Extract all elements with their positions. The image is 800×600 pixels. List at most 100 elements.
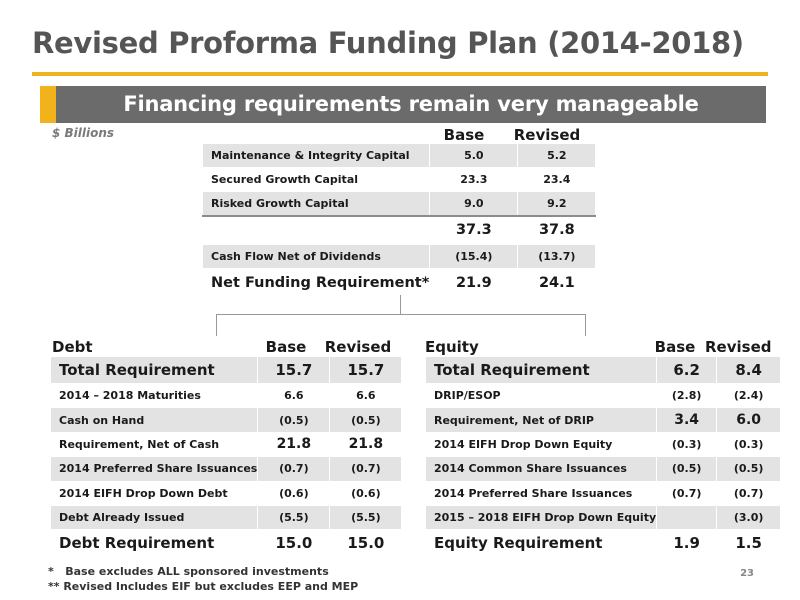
table-row: 2015 – 2018 EIFH Drop Down Equity (3.0) <box>424 504 782 531</box>
connector-bar <box>216 314 586 315</box>
base-value: (0.5) <box>257 407 331 433</box>
table-row: DRIP/ESOP (2.8) (2.4) <box>424 382 782 409</box>
table-row: 2014 EIFH Drop Down Equity (0.3) (0.3) <box>424 431 782 458</box>
table-row: Total Requirement 6.2 8.4 <box>424 356 782 384</box>
table-row: 2014 EIFH Drop Down Debt (0.6) (0.6) <box>49 480 403 506</box>
equity-section-title: Equity <box>425 338 479 356</box>
base-value: 5.0 <box>429 143 519 168</box>
total-row: Equity Requirement 1.9 1.5 <box>424 529 782 558</box>
summary-header-revised: Revised <box>513 126 581 144</box>
row-label: Net Funding Requirement* <box>201 268 431 298</box>
base-value: (15.4) <box>429 244 519 269</box>
units-label: $ Billions <box>52 126 115 140</box>
revised-value: 23.4 <box>517 167 597 192</box>
base-value: 21.9 <box>429 268 519 298</box>
slide-title: Revised Proforma Funding Plan (2014-2018… <box>32 26 744 60</box>
row-label: 2014 – 2018 Maturities <box>49 382 259 409</box>
table-row: Cash Flow Net of Dividends (15.4) (13.7) <box>201 244 597 269</box>
base-value: 9.0 <box>429 191 519 216</box>
row-label: Equity Requirement <box>424 529 658 558</box>
row-label: DRIP/ESOP <box>424 382 658 409</box>
row-label: Cash on Hand <box>49 407 259 433</box>
revised-value: (2.4) <box>716 382 782 409</box>
revised-value: 15.0 <box>329 529 403 558</box>
footnote-base: * Base excludes ALL sponsored investment… <box>48 565 329 578</box>
row-label: 2015 – 2018 EIFH Drop Down Equity <box>424 504 658 531</box>
summary-header-base: Base <box>443 126 485 144</box>
row-label: 2014 Common Share Issuances <box>424 456 658 482</box>
row-label: 2014 EIFH Drop Down Debt <box>49 480 259 506</box>
base-value: (0.6) <box>257 480 331 506</box>
revised-value: 37.8 <box>517 214 597 245</box>
base-value: 23.3 <box>429 167 519 192</box>
revised-value: 5.2 <box>517 143 597 168</box>
row-label: Requirement, Net of Cash <box>49 431 259 458</box>
debt-header-base: Base <box>265 338 307 356</box>
table-row: Maintenance & Integrity Capital 5.0 5.2 <box>201 143 597 168</box>
revised-value: (0.7) <box>329 456 403 482</box>
base-value: 6.2 <box>656 356 718 384</box>
title-underline <box>32 72 768 76</box>
debt-section-title: Debt <box>52 338 93 356</box>
base-value: 3.4 <box>656 407 718 433</box>
table-row: Total Requirement 15.7 15.7 <box>49 356 403 384</box>
row-label: Requirement, Net of DRIP <box>424 407 658 433</box>
row-label: 2014 Preferred Share Issuances <box>424 480 658 506</box>
revised-value: 21.8 <box>329 431 403 458</box>
revised-value: (0.6) <box>329 480 403 506</box>
row-label: 2014 Preferred Share Issuances <box>49 456 259 482</box>
base-value: (2.8) <box>656 382 718 409</box>
funding-summary-table: Maintenance & Integrity Capital 5.0 5.2 … <box>201 143 597 298</box>
revised-value: (13.7) <box>517 244 597 269</box>
table-row: Requirement, Net of DRIP 3.4 6.0 <box>424 407 782 433</box>
footnote-revised: ** Revised Includes EIF but excludes EEP… <box>48 580 359 593</box>
row-label: Maintenance & Integrity Capital <box>201 143 431 168</box>
base-value: (0.5) <box>656 456 718 482</box>
row-label: Cash Flow Net of Dividends <box>201 244 431 269</box>
revised-value: (0.5) <box>716 456 782 482</box>
connector-right-drop <box>585 314 586 336</box>
table-row: Requirement, Net of Cash 21.8 21.8 <box>49 431 403 458</box>
row-label: Total Requirement <box>424 356 658 384</box>
total-row: Net Funding Requirement* 21.9 24.1 <box>201 268 597 298</box>
equity-header-base: Base <box>654 338 696 356</box>
total-row: Debt Requirement 15.0 15.0 <box>49 529 403 558</box>
equity-table: Total Requirement 6.2 8.4 DRIP/ESOP (2.8… <box>424 356 782 558</box>
revised-value: 6.0 <box>716 407 782 433</box>
base-value: 15.0 <box>257 529 331 558</box>
revised-value: 1.5 <box>716 529 782 558</box>
revised-value: (3.0) <box>716 504 782 531</box>
base-value: (0.7) <box>656 480 718 506</box>
connector-left-drop <box>216 314 217 336</box>
base-value: 15.7 <box>257 356 331 384</box>
table-row: 2014 – 2018 Maturities 6.6 6.6 <box>49 382 403 409</box>
row-label: 2014 EIFH Drop Down Equity <box>424 431 658 458</box>
table-row: 2014 Common Share Issuances (0.5) (0.5) <box>424 456 782 482</box>
revised-value: (5.5) <box>329 504 403 531</box>
base-value: (0.7) <box>257 456 331 482</box>
base-value <box>656 504 718 531</box>
revised-value: 6.6 <box>329 382 403 409</box>
revised-value: 9.2 <box>517 191 597 216</box>
row-label <box>201 214 431 245</box>
debt-table: Total Requirement 15.7 15.7 2014 – 2018 … <box>49 356 403 558</box>
banner-text: Financing requirements remain very manag… <box>123 92 699 116</box>
revised-value: 24.1 <box>517 268 597 298</box>
row-label: Debt Already Issued <box>49 504 259 531</box>
row-label: Risked Growth Capital <box>201 191 431 216</box>
table-row: Debt Already Issued (5.5) (5.5) <box>49 504 403 531</box>
page-number: 23 <box>740 568 754 579</box>
table-row: 2014 Preferred Share Issuances (0.7) (0.… <box>49 456 403 482</box>
row-label: Secured Growth Capital <box>201 167 431 192</box>
base-value: 6.6 <box>257 382 331 409</box>
equity-header-revised: Revised <box>705 338 772 356</box>
base-value: 1.9 <box>656 529 718 558</box>
base-value: 21.8 <box>257 431 331 458</box>
row-label: Total Requirement <box>49 356 259 384</box>
revised-value: 15.7 <box>329 356 403 384</box>
revised-value: (0.7) <box>716 480 782 506</box>
headline-banner: Financing requirements remain very manag… <box>40 86 766 123</box>
revised-value: (0.5) <box>329 407 403 433</box>
table-row: 2014 Preferred Share Issuances (0.7) (0.… <box>424 480 782 506</box>
revised-value: (0.3) <box>716 431 782 458</box>
